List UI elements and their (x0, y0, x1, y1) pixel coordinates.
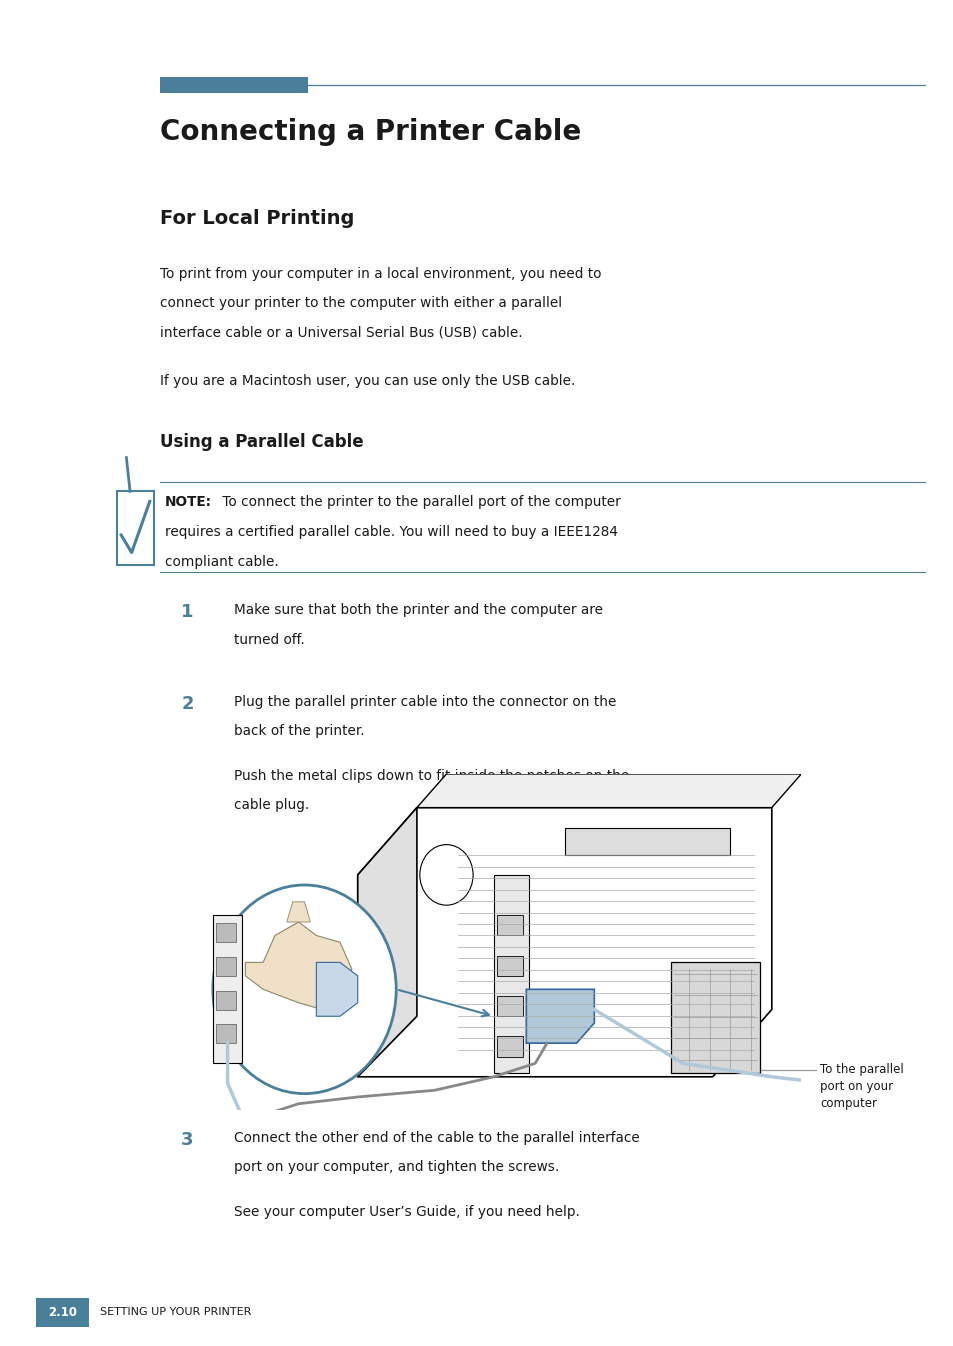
Text: Using a Parallel Cable: Using a Parallel Cable (160, 433, 363, 451)
Polygon shape (357, 808, 416, 1077)
Text: interface cable or a Universal Serial Bus (USB) cable.: interface cable or a Universal Serial Bu… (160, 326, 522, 339)
FancyBboxPatch shape (497, 996, 523, 1016)
Polygon shape (213, 915, 242, 1063)
Polygon shape (316, 962, 357, 1016)
Polygon shape (494, 875, 529, 1074)
Polygon shape (526, 989, 594, 1043)
Text: compliant cable.: compliant cable. (165, 555, 278, 568)
FancyBboxPatch shape (160, 77, 308, 93)
FancyBboxPatch shape (215, 991, 236, 1010)
Polygon shape (287, 902, 310, 922)
Text: NOTE:: NOTE: (165, 495, 212, 509)
Polygon shape (245, 922, 352, 1010)
FancyBboxPatch shape (215, 957, 236, 976)
FancyBboxPatch shape (36, 1298, 89, 1327)
Polygon shape (357, 808, 771, 1077)
Text: cable plug.: cable plug. (233, 798, 309, 812)
Polygon shape (416, 774, 801, 808)
Text: 2: 2 (181, 695, 193, 712)
Polygon shape (671, 962, 760, 1074)
Text: See your computer User’s Guide, if you need help.: See your computer User’s Guide, if you n… (233, 1205, 579, 1218)
Circle shape (213, 886, 395, 1093)
Text: 3: 3 (181, 1131, 193, 1148)
Text: turned off.: turned off. (233, 633, 304, 646)
FancyBboxPatch shape (215, 923, 236, 942)
Text: 2.10: 2.10 (48, 1306, 77, 1319)
Text: To the parallel
port on your
computer: To the parallel port on your computer (820, 1063, 903, 1110)
Text: If you are a Macintosh user, you can use only the USB cable.: If you are a Macintosh user, you can use… (160, 374, 575, 388)
Text: Make sure that both the printer and the computer are: Make sure that both the printer and the … (233, 603, 602, 616)
Polygon shape (564, 828, 730, 855)
Text: 1: 1 (181, 603, 193, 621)
Text: connect your printer to the computer with either a parallel: connect your printer to the computer wit… (160, 296, 562, 310)
Text: Connect the other end of the cable to the parallel interface: Connect the other end of the cable to th… (233, 1131, 639, 1144)
FancyBboxPatch shape (497, 956, 523, 976)
FancyBboxPatch shape (497, 1036, 523, 1057)
FancyBboxPatch shape (215, 1024, 236, 1043)
FancyBboxPatch shape (117, 491, 153, 565)
Text: port on your computer, and tighten the screws.: port on your computer, and tighten the s… (233, 1160, 558, 1174)
Text: Connecting a Printer Cable: Connecting a Printer Cable (160, 118, 581, 147)
Text: Plug the parallel printer cable into the connector on the: Plug the parallel printer cable into the… (233, 695, 616, 708)
Text: requires a certified parallel cable. You will need to buy a IEEE1284: requires a certified parallel cable. You… (165, 525, 618, 538)
Text: Push the metal clips down to fit inside the notches on the: Push the metal clips down to fit inside … (233, 769, 628, 782)
Text: SETTING UP YOUR PRINTER: SETTING UP YOUR PRINTER (100, 1307, 252, 1318)
Text: To print from your computer in a local environment, you need to: To print from your computer in a local e… (160, 267, 601, 280)
Text: To connect the printer to the parallel port of the computer: To connect the printer to the parallel p… (217, 495, 619, 509)
Text: For Local Printing: For Local Printing (160, 209, 355, 227)
Text: back of the printer.: back of the printer. (233, 724, 364, 738)
FancyBboxPatch shape (497, 915, 523, 935)
